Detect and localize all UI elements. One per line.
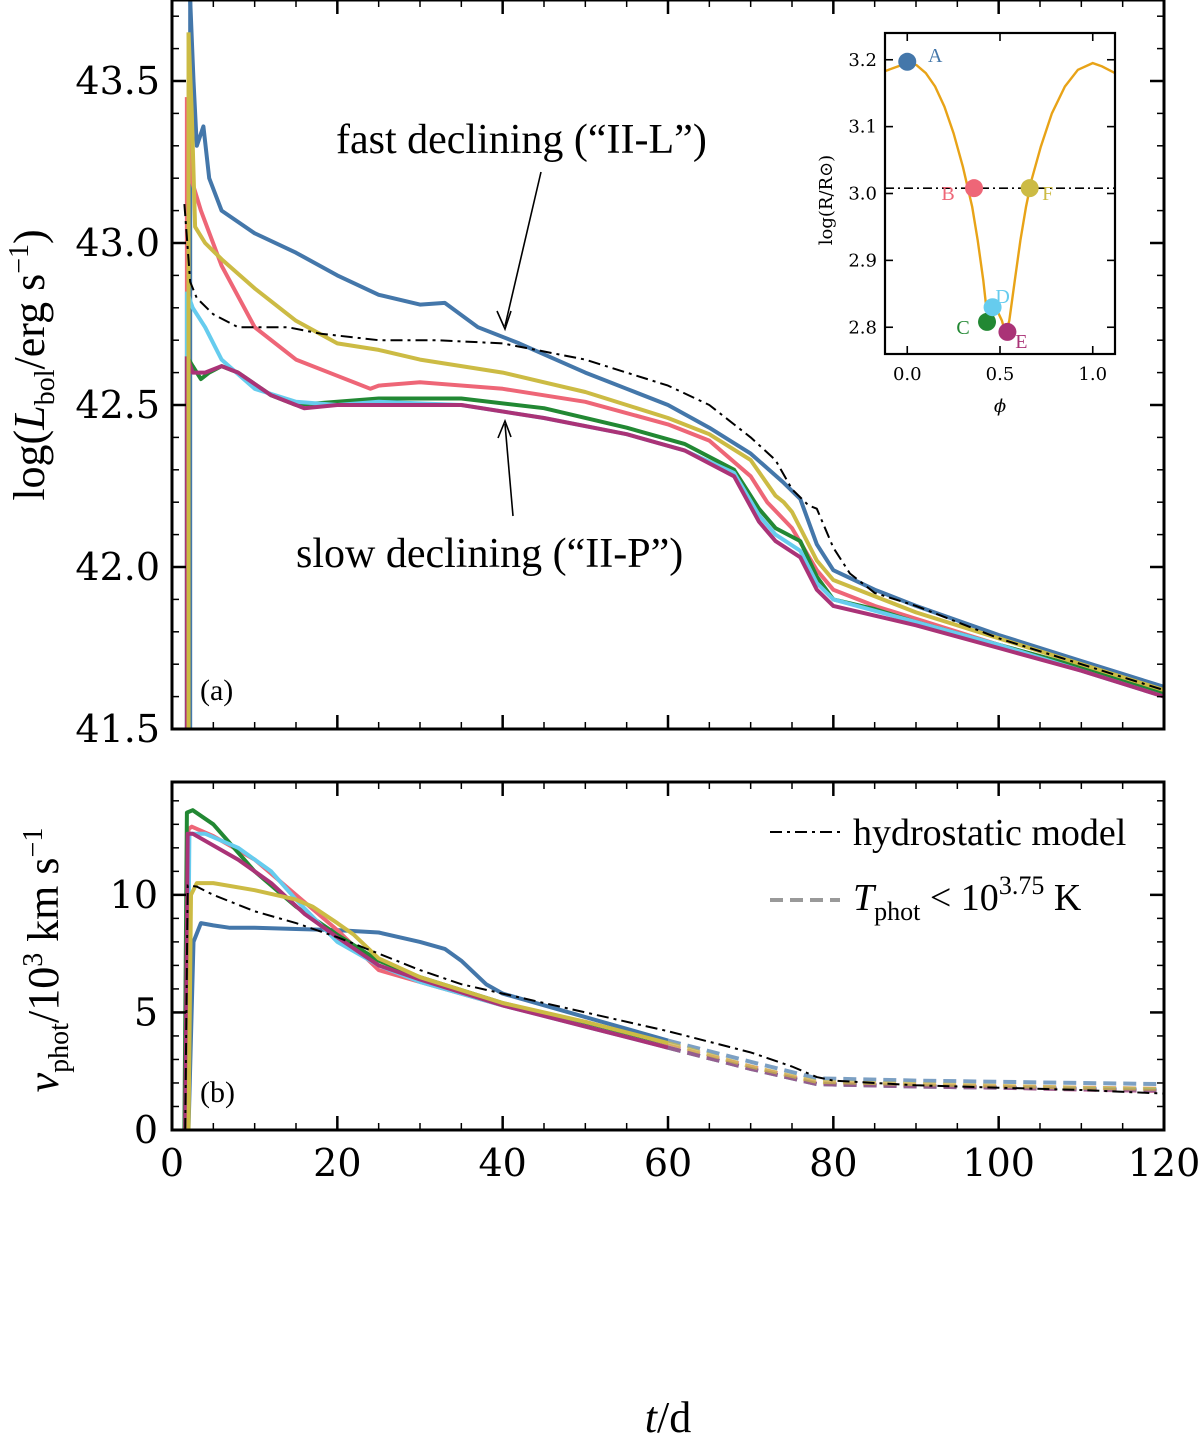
- legend-hydrostatic-label: hydrostatic model: [853, 812, 1126, 854]
- b-xtick-label: 80: [809, 1141, 857, 1185]
- legend: hydrostatic model Tphot < 103.75 K: [770, 812, 1126, 926]
- panel-a-series: [183, 0, 1164, 729]
- inset-point-b: [965, 179, 984, 198]
- series-b-c: [182, 808, 669, 1130]
- svg-text:t/d: t/d: [645, 1393, 691, 1442]
- annotation-fast-arrowhead: [496, 310, 512, 332]
- annotation-fast-declining: fast declining (“II-L”): [336, 117, 707, 332]
- a-ytick-label: 43.5: [75, 59, 160, 103]
- legend-tphot-label: Tphot < 103.75 K: [853, 871, 1082, 926]
- inset-xtick-label: 0.5: [986, 364, 1015, 385]
- series-b-f: [186, 881, 669, 1130]
- inset-point-label-a: A: [928, 45, 943, 67]
- inset-xtick-label: 1.0: [1078, 364, 1107, 385]
- annotation-fast-arrow: [504, 171, 542, 327]
- b-xtick-label: 20: [313, 1141, 361, 1185]
- a-ytick-label: 42.0: [75, 545, 160, 589]
- series-a-f: [186, 32, 1164, 693]
- inset-ytick-label: 2.8: [848, 317, 877, 338]
- series-a-b: [184, 97, 1164, 696]
- panel-a-ticks: 41.5 42.0 42.5 43.0 43.5: [75, 0, 1166, 751]
- inset-point-e: [998, 322, 1017, 341]
- inset-point-label-c: C: [956, 317, 969, 339]
- inset-point-label-e: E: [1015, 331, 1027, 353]
- inset-ylabel: log(R/R⊙): [816, 155, 837, 245]
- inset-xlabel: ϕ: [994, 396, 1006, 417]
- a-ytick-label: 43.0: [75, 221, 160, 265]
- annotation-slow-arrowhead: [497, 418, 512, 439]
- inset-point-label-f: F: [1042, 183, 1053, 205]
- panel-b-series: [182, 808, 1164, 1130]
- inset-point-a: [898, 52, 917, 71]
- annotation-slow-text: slow declining (“II-P”): [296, 531, 683, 577]
- a-ytick-label: 42.5: [75, 383, 160, 427]
- b-ytick-label: 5: [134, 990, 158, 1034]
- inset-point-label-b: B: [941, 183, 954, 205]
- inset-ytick-label: 3.0: [848, 184, 877, 205]
- inset-point-f: [1020, 179, 1039, 198]
- inset-point-d: [983, 298, 1002, 317]
- svg-text:log(R/R⊙): log(R/R⊙): [816, 155, 837, 245]
- inset-plot: [885, 52, 1115, 341]
- panel-a-ylabel: log(Lbol/erg s−1): [4, 229, 61, 500]
- svg-text:log(Lbol/erg s−1): log(Lbol/erg s−1): [4, 229, 61, 500]
- series-a-hydrostatic: [183, 204, 1164, 692]
- panel-a: 41.5 42.0 42.5 43.0 43.5 (a) log(Lbol/erg s−…: [4, 0, 1166, 751]
- panel-a-label: (a): [200, 674, 233, 707]
- inset-ytick-label: 2.9: [848, 250, 877, 271]
- inset-ytick-label: 3.2: [848, 50, 877, 71]
- inset-point-label-d: D: [995, 286, 1009, 308]
- panel-b-xlabel: t/d: [645, 1393, 691, 1442]
- panel-b-ylabel: vphot/103 km s−1: [18, 828, 75, 1093]
- series-b-a-cool: [667, 1038, 1164, 1087]
- inset-point-c: [978, 312, 997, 331]
- b-ytick-label: 10: [110, 873, 158, 917]
- inset-ytick-label: 3.1: [848, 117, 877, 138]
- series-b-hydrostatic: [184, 884, 1164, 1130]
- b-xtick-label: 40: [478, 1141, 526, 1185]
- series-a-e: [185, 355, 1164, 699]
- inset-ticks: 2.8 2.9 3.0 3.1 3.2 0.0 0.5 1.0: [848, 33, 1115, 385]
- series-b-e-cool: [667, 1045, 1164, 1094]
- b-xtick-label: 100: [962, 1141, 1035, 1185]
- inset-chart: 2.8 2.9 3.0 3.1 3.2 0.0 0.5 1.0 log(R/R⊙) ϕ A B C…: [816, 31, 1117, 417]
- annotation-slow-arrow: [504, 423, 514, 517]
- b-xtick-label: 0: [160, 1141, 184, 1185]
- b-xtick-label: 60: [644, 1141, 692, 1185]
- series-b-e: [183, 831, 669, 1130]
- series-b-f-cool: [667, 1041, 1164, 1091]
- b-xtick-label: 120: [1128, 1141, 1200, 1185]
- a-ytick-label: 41.5: [75, 707, 160, 751]
- panel-b-label: (b): [200, 1076, 235, 1109]
- annotation-fast-text: fast declining (“II-L”): [336, 117, 707, 163]
- inset-xtick-label: 0.0: [893, 364, 922, 385]
- b-ytick-label: 0: [134, 1108, 158, 1152]
- annotation-slow-declining: slow declining (“II-P”): [296, 418, 683, 577]
- series-a-a: [188, 0, 1164, 689]
- svg-text:vphot/103 km s−1: vphot/103 km s−1: [18, 828, 75, 1093]
